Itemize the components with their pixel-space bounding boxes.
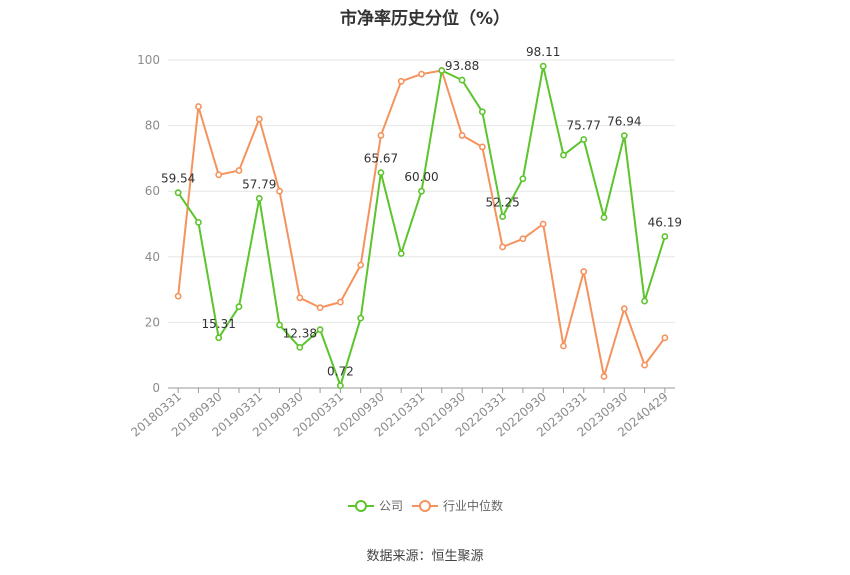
series-point-1	[580, 268, 588, 275]
data-label: 76.94	[607, 115, 641, 129]
series-point-0	[661, 233, 669, 240]
legend-marker-1	[419, 500, 431, 512]
series-point-0	[418, 187, 425, 195]
series-point-1	[215, 171, 223, 179]
series-point-0	[478, 108, 486, 116]
data-source-note: 数据来源：恒生聚源	[366, 549, 484, 564]
series-point-1	[276, 187, 283, 195]
series-point-0	[438, 67, 446, 74]
series-point-0	[235, 303, 243, 311]
chart-title: 市净率历史分位（%）	[339, 9, 511, 29]
y-tick-label: 100	[137, 53, 160, 67]
series-point-1	[397, 77, 405, 85]
series-point-0	[195, 218, 202, 226]
series-line-0	[177, 65, 666, 387]
series-point-0	[336, 382, 344, 390]
series-point-1	[377, 132, 385, 139]
series-point-0	[499, 213, 507, 221]
data-label: 65.67	[364, 152, 398, 166]
y-tick-label: 60	[145, 184, 160, 198]
series-point-1	[174, 292, 182, 300]
y-tick-label: 80	[145, 119, 160, 133]
series-point-0	[316, 326, 324, 334]
data-label: 60.00	[404, 170, 438, 184]
series-point-1	[499, 243, 507, 251]
series-point-0	[641, 297, 648, 305]
series-point-0	[174, 189, 182, 197]
series-point-0	[215, 334, 223, 342]
series-point-1	[235, 167, 243, 174]
data-label: 59.54	[161, 172, 195, 186]
y-tick-label: 0	[152, 381, 160, 395]
y-tick-label: 20	[145, 315, 160, 329]
data-label: 12.38	[283, 326, 317, 340]
series-point-1	[195, 103, 202, 110]
series-point-1	[418, 70, 425, 78]
series-point-1	[458, 132, 466, 139]
data-label: 75.77	[567, 118, 601, 132]
series-point-1	[620, 305, 628, 313]
series-point-0	[296, 343, 304, 351]
series-point-0	[255, 195, 263, 202]
series-point-1	[519, 235, 527, 243]
series-point-1	[255, 115, 263, 123]
series-point-0	[560, 151, 567, 159]
data-label: 46.19	[648, 215, 682, 229]
series-point-0	[539, 62, 547, 70]
series-point-1	[357, 261, 365, 269]
series-point-1	[641, 361, 648, 369]
legend-marker-0	[355, 500, 367, 512]
series-line-1	[177, 69, 666, 378]
series-point-0	[620, 132, 628, 140]
data-label: 57.79	[242, 177, 276, 191]
y-tick-label: 40	[145, 250, 160, 264]
series-point-0	[276, 321, 283, 329]
series-point-0	[377, 169, 385, 177]
series-point-0	[519, 175, 527, 183]
series-point-1	[661, 334, 669, 342]
data-label: 93.88	[445, 59, 479, 73]
series-point-1	[316, 304, 324, 312]
series-point-0	[600, 214, 608, 221]
data-label: 0.72	[327, 365, 354, 379]
series-point-1	[560, 342, 567, 350]
legend-label-1: 行业中位数	[443, 498, 503, 513]
legend-label-0: 公司	[379, 499, 403, 513]
series-point-0	[397, 250, 405, 257]
series-point-1	[336, 298, 344, 306]
series-point-1	[539, 220, 547, 228]
data-label: 52.25	[485, 196, 519, 210]
series-point-1	[296, 294, 304, 302]
series-point-1	[478, 143, 486, 151]
series-point-1	[600, 373, 608, 380]
data-label: 15.31	[202, 317, 236, 331]
data-label: 98.11	[526, 45, 560, 59]
series-point-0	[357, 314, 365, 322]
series-point-0	[458, 76, 466, 84]
series-point-0	[580, 136, 588, 143]
